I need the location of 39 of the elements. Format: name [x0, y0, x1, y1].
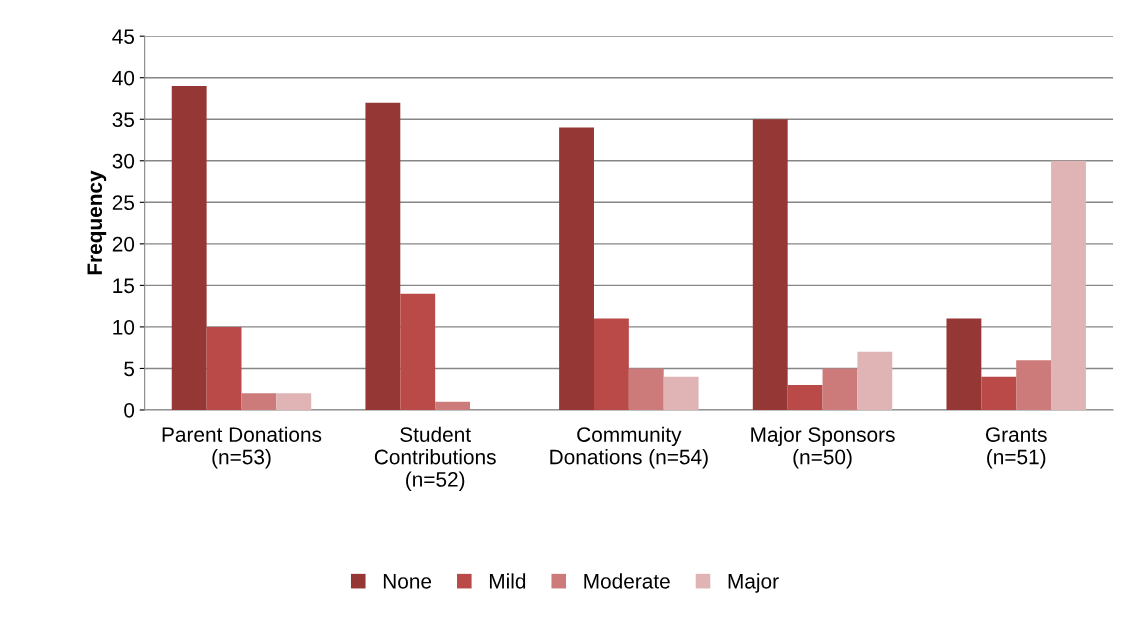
bar [559, 127, 594, 410]
x-tick-label: Major Sponsors (n=50) [751, 426, 895, 469]
legend-label: Major [728, 573, 779, 593]
y-tick-label: 15 [113, 278, 135, 294]
bar [752, 119, 788, 410]
y-tick-label: 5 [124, 361, 135, 377]
bar [857, 351, 893, 410]
bar [946, 318, 982, 410]
bar [276, 393, 312, 410]
bar [1016, 360, 1052, 410]
legend-label: Mild [489, 573, 526, 589]
legend-label: Moderate [584, 573, 670, 589]
bar [593, 318, 629, 410]
x-tick-label: Student Contributions (n=52) [374, 426, 496, 491]
y-tick-label: 30 [112, 153, 135, 169]
y-tick-label: 45 [112, 29, 135, 44]
bar [365, 102, 401, 410]
bar [400, 293, 436, 410]
x-tick-label: Community Donations (n=54) [550, 426, 708, 469]
y-axis-title: Frequency [87, 170, 107, 275]
legend-label: None [383, 574, 432, 589]
bar [981, 376, 1017, 410]
bar [241, 393, 277, 410]
bar [787, 385, 823, 410]
bar [1051, 160, 1086, 410]
bar [171, 86, 207, 410]
bar [435, 401, 471, 410]
y-tick-label: 10 [113, 319, 135, 335]
bar [206, 326, 242, 410]
y-tick-label: 25 [112, 195, 135, 211]
y-tick-label: 35 [112, 112, 135, 128]
bar [663, 376, 699, 410]
bar [822, 368, 858, 410]
y-tick-label: 0 [124, 402, 135, 418]
bar [628, 368, 664, 410]
y-tick-label: 20 [112, 236, 135, 252]
x-tick-label: Grants (n=51) [986, 427, 1047, 469]
x-tick-label: Parent Donations (n=53) [162, 426, 322, 469]
y-tick-label: 40 [112, 70, 135, 86]
